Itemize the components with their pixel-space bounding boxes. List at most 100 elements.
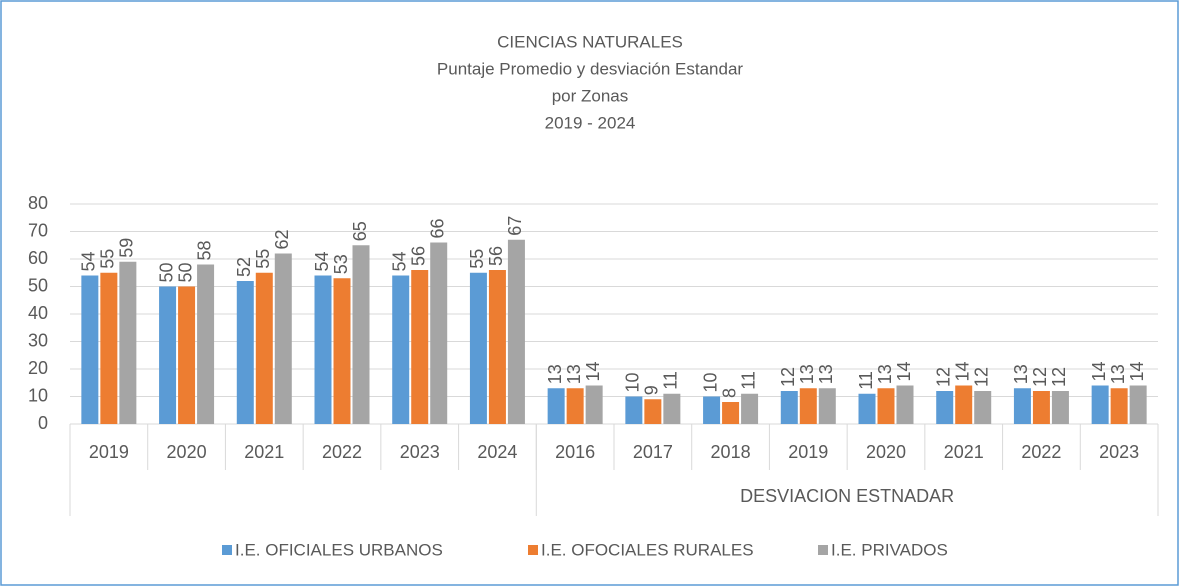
data-label: 13 (1011, 364, 1031, 384)
x-tick-label: 2021 (244, 442, 284, 462)
data-label: 13 (797, 364, 817, 384)
bar (197, 264, 215, 424)
bar (352, 245, 370, 424)
data-label: 14 (1089, 361, 1109, 381)
data-label: 54 (389, 251, 409, 271)
y-tick-label: 60 (28, 248, 48, 268)
bar (625, 396, 643, 424)
bar (100, 272, 118, 424)
data-label: 55 (253, 249, 273, 269)
bar (469, 272, 487, 424)
data-label: 13 (564, 364, 584, 384)
legend-swatch (818, 545, 828, 555)
x-tick-label: 2019 (788, 442, 828, 462)
y-tick-label: 70 (28, 220, 48, 240)
bar (1051, 391, 1069, 424)
x-tick-label: 2020 (866, 442, 906, 462)
bar (644, 399, 662, 424)
data-label: 8 (719, 388, 739, 398)
x-tick-label: 2023 (400, 442, 440, 462)
bar (236, 281, 254, 424)
data-label: 10 (623, 372, 643, 392)
bar (896, 385, 914, 424)
bar (547, 388, 565, 424)
data-label: 11 (661, 371, 681, 390)
bar (507, 239, 525, 424)
legend-label: I.E. PRIVADOS (831, 540, 948, 559)
bar (488, 270, 506, 424)
data-label: 12 (1049, 367, 1069, 387)
data-label: 65 (350, 221, 370, 241)
data-label: 14 (952, 361, 972, 381)
group-label: DESVIACION ESTNADAR (740, 486, 954, 506)
bar (877, 388, 895, 424)
data-label: 14 (583, 361, 603, 381)
data-label: 10 (700, 372, 720, 392)
legend-swatch (222, 545, 232, 555)
data-label: 62 (272, 229, 292, 249)
bar (1013, 388, 1031, 424)
data-label: 56 (486, 246, 506, 266)
data-label: 67 (505, 216, 525, 236)
x-tick-label: 2022 (322, 442, 362, 462)
x-tick-label: 2022 (1021, 442, 1061, 462)
chart-title: CIENCIAS NATURALES (497, 32, 683, 51)
bar (663, 393, 681, 424)
y-tick-label: 0 (38, 413, 48, 433)
bar (255, 272, 273, 424)
bar (858, 393, 876, 424)
y-tick-label: 40 (28, 303, 48, 323)
bar (159, 286, 177, 424)
data-label: 13 (545, 364, 565, 384)
data-label: 53 (331, 254, 351, 274)
bar (780, 391, 798, 424)
bar (430, 242, 448, 424)
data-label: 54 (312, 251, 332, 271)
y-tick-label: 80 (28, 193, 48, 213)
data-label: 14 (1127, 361, 1147, 381)
x-tick-label: 2016 (555, 442, 595, 462)
chart-title: Puntaje Promedio y desviación Estandar (437, 59, 744, 78)
bar (178, 286, 196, 424)
bar (119, 261, 137, 424)
data-label: 54 (79, 251, 99, 271)
data-label: 56 (408, 246, 428, 266)
bar (333, 278, 351, 424)
data-label: 14 (894, 361, 914, 381)
bar (1032, 391, 1050, 424)
data-label: 50 (156, 262, 176, 282)
data-label: 50 (175, 262, 195, 282)
data-label: 52 (234, 257, 254, 277)
x-tick-label: 2018 (711, 442, 751, 462)
chart-title: por Zonas (552, 86, 629, 105)
bar (936, 391, 954, 424)
data-label: 13 (1108, 364, 1128, 384)
bar (974, 391, 992, 424)
x-tick-label: 2017 (633, 442, 673, 462)
data-label: 55 (467, 249, 487, 269)
bar (566, 388, 584, 424)
x-tick-label: 2021 (944, 442, 984, 462)
legend-swatch (528, 545, 538, 555)
data-label: 11 (856, 371, 876, 390)
x-tick-label: 2023 (1099, 442, 1139, 462)
x-tick-label: 2020 (167, 442, 207, 462)
data-label: 13 (816, 364, 836, 384)
bar (741, 393, 759, 424)
data-label: 12 (933, 367, 953, 387)
bar (722, 402, 740, 424)
bar (955, 385, 973, 424)
bar (799, 388, 817, 424)
data-label: 12 (971, 367, 991, 387)
x-tick-label: 2019 (89, 442, 129, 462)
data-label: 66 (427, 218, 447, 238)
data-label: 11 (738, 371, 758, 390)
x-tick-label: 2024 (477, 442, 517, 462)
data-label: 58 (194, 240, 214, 260)
legend-label: I.E. OFICIALES URBANOS (235, 540, 443, 559)
bar (585, 385, 603, 424)
y-tick-label: 50 (28, 275, 48, 295)
data-label: 59 (117, 238, 137, 258)
y-tick-label: 20 (28, 358, 48, 378)
chart-title: 2019 - 2024 (545, 113, 636, 132)
